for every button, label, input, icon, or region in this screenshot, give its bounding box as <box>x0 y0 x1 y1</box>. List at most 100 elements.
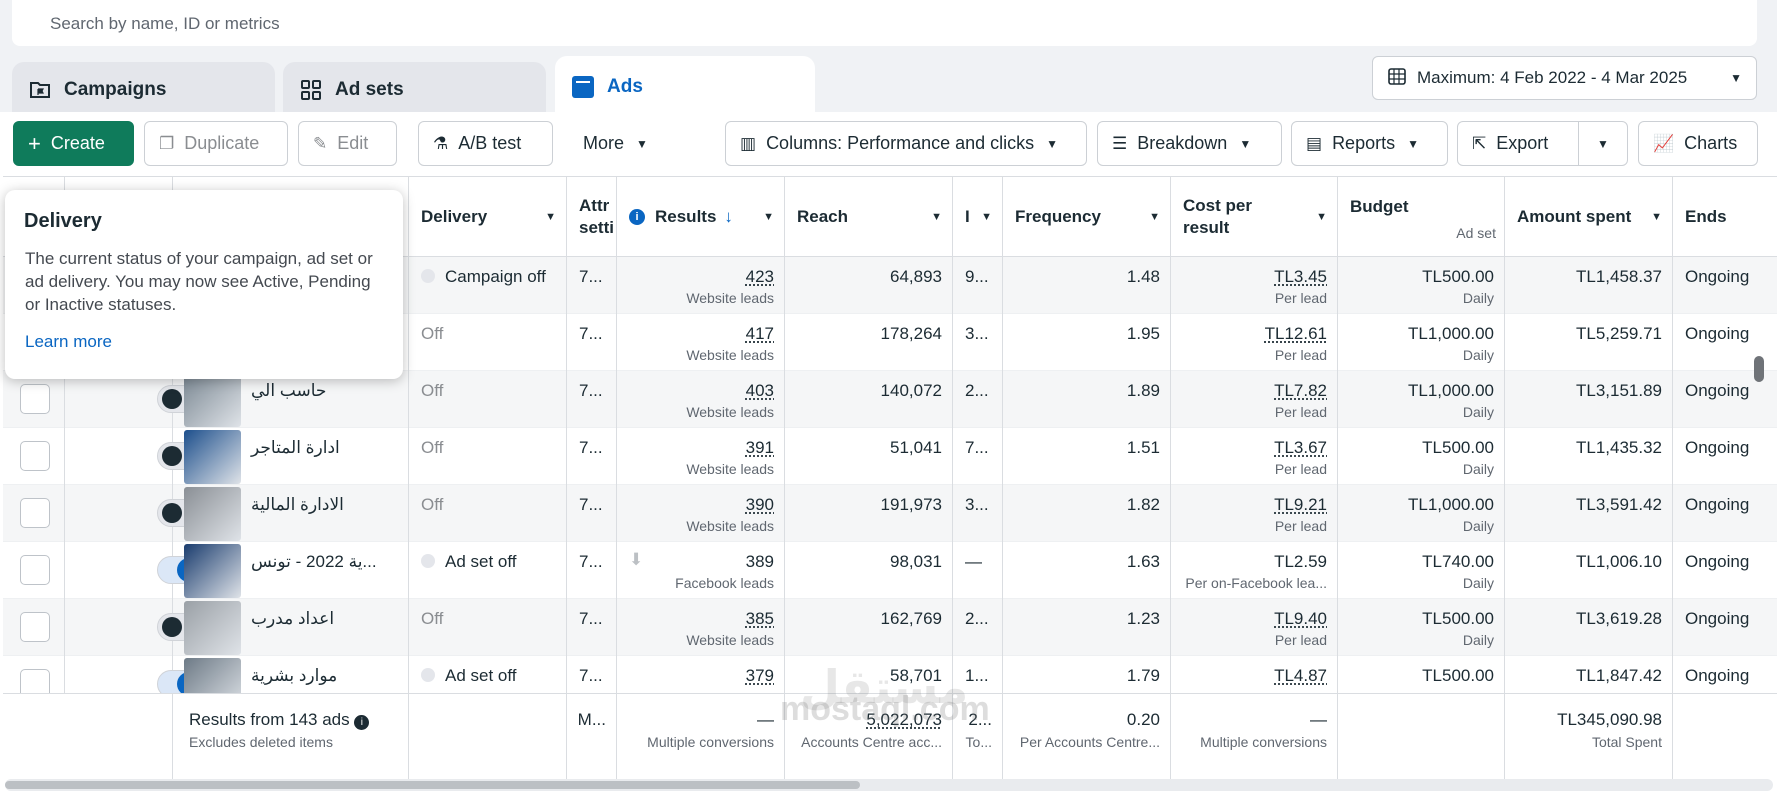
ad-name[interactable]: ...ية 2022 - تونس <box>251 552 377 571</box>
header-label: Ends <box>1685 207 1727 226</box>
export-button[interactable]: ⇱ Export <box>1457 121 1579 166</box>
more-button[interactable]: More ▼ <box>568 121 670 166</box>
spent-cell: TL1,847.42 <box>1505 656 1673 713</box>
header-ends[interactable]: Ends <box>1673 177 1777 257</box>
learn-more-link[interactable]: Learn more <box>25 332 112 351</box>
ad-thumbnail[interactable] <box>184 430 241 484</box>
ad-name[interactable]: ادارة المتاجر <box>251 438 340 457</box>
header-results[interactable]: i Results ↓ ▼ <box>617 177 785 257</box>
ends-value: Ongoing <box>1685 666 1750 685</box>
footer-cell <box>1673 694 1777 784</box>
footer-value: 5,022,073 <box>866 710 942 729</box>
header-frequency[interactable]: Frequency ▼ <box>1003 177 1171 257</box>
date-range-picker[interactable]: Maximum: 4 Feb 2022 - 4 Mar 2025 ▼ <box>1372 56 1757 100</box>
header-reach[interactable]: Reach ▼ <box>785 177 953 257</box>
edit-button[interactable]: ✎ Edit <box>298 121 397 166</box>
budget-cell: TL500.00 Daily <box>1338 257 1505 314</box>
ad-thumbnail[interactable] <box>184 601 241 655</box>
reports-icon: ▤ <box>1306 133 1323 153</box>
header-ad-name-col[interactable] <box>173 177 409 257</box>
columns-label: Columns: Performance and clicks <box>766 133 1035 153</box>
attr-cell: 7... <box>567 656 617 713</box>
delivery-tooltip: Delivery The current status of your camp… <box>5 190 403 379</box>
table-row[interactable]: الادارة المالية Off 7... 390 Website leads 19… <box>3 485 1777 542</box>
ad-name[interactable]: موارد بشرية <box>251 666 338 685</box>
tab-ad-sets[interactable]: Ad sets <box>283 62 546 118</box>
tab-ads[interactable]: Ads <box>555 56 815 118</box>
charts-button[interactable]: 📈 Charts <box>1638 121 1758 166</box>
header-attribution[interactable]: Attr setti <box>567 177 617 257</box>
spent-value: TL3,591.42 <box>1575 495 1662 514</box>
ad-name-cell: الادارة المالية <box>173 485 409 542</box>
header-amount-spent[interactable]: Amount spent ▼ <box>1505 177 1673 257</box>
toggle-cell <box>65 599 205 656</box>
flask-icon: ⚗ <box>433 133 449 153</box>
table-row[interactable]: اعداد مدرب Off 7... 385 Website leads 162,769… <box>3 599 1777 656</box>
row-checkbox[interactable] <box>20 384 50 414</box>
export-dropdown-button[interactable]: ▼ <box>1578 121 1628 166</box>
tab-campaigns[interactable]: Campaigns <box>12 62 275 118</box>
row-checkbox[interactable] <box>20 555 50 585</box>
freq-cell: 1.95 <box>1003 314 1171 371</box>
ad-toggle[interactable] <box>157 499 205 527</box>
duplicate-button[interactable]: ❐ Duplicate <box>144 121 288 166</box>
reports-button[interactable]: ▤ Reports ▼ <box>1291 121 1448 166</box>
freq-cell: 1.51 <box>1003 428 1171 485</box>
table-row[interactable]: ...ية 2022 - تونس Ad set off 7... ⬇ 389 Faceb… <box>3 542 1777 599</box>
cpr-value: TL2.59 <box>1274 552 1327 571</box>
header-budget[interactable]: Budget Ad set <box>1338 177 1505 257</box>
delivery-cell: Off <box>409 314 567 371</box>
header-delivery[interactable]: Delivery ▼ <box>409 177 567 257</box>
table-row[interactable]: ادارة المتاجر Off 7... 391 Website leads 51,0… <box>3 428 1777 485</box>
cpr-cell: TL4.87 <box>1171 656 1338 713</box>
watermark-latin: mostaql.com <box>780 690 990 728</box>
row-checkbox[interactable] <box>20 441 50 471</box>
header-label: Budget <box>1350 197 1409 216</box>
ad-thumbnail[interactable] <box>184 544 241 598</box>
table-row[interactable]: موارد بشرية Ad set off 7... 379 58,701 1... 1.… <box>3 656 1777 713</box>
freq-cell: 1.23 <box>1003 599 1171 656</box>
row-checkbox[interactable] <box>20 498 50 528</box>
status-dot-icon <box>421 668 435 682</box>
budget-value: TL1,000.00 <box>1407 324 1494 343</box>
checkbox-cell <box>3 428 65 485</box>
ad-thumbnail[interactable] <box>184 487 241 541</box>
ad-name[interactable]: اعداد مدرب <box>251 609 335 628</box>
ab-test-button[interactable]: ⚗ A/B test <box>418 121 553 166</box>
ad-name[interactable]: حاسب الي <box>251 381 327 400</box>
reach-value: 162,769 <box>880 609 942 628</box>
cpr-cell: TL9.40 Per lead <box>1171 599 1338 656</box>
cpr-cell: TL3.67 Per lead <box>1171 428 1338 485</box>
imp-value: — <box>965 552 982 571</box>
footer-cell <box>409 694 567 784</box>
table-row[interactable]: Off 7... 417 Website leads 178,264 3... 1.95 TL… <box>3 314 1777 371</box>
result-cell: 391 Website leads <box>617 428 785 485</box>
result-value: 417 <box>745 324 774 343</box>
tab-label: Campaigns <box>64 79 167 100</box>
search-bar[interactable]: Search by name, ID or metrics <box>12 0 1757 46</box>
header-cost-per-result[interactable]: Cost per result ▼ <box>1171 177 1338 257</box>
info-icon[interactable]: i <box>354 715 370 730</box>
breakdown-button[interactable]: ☰ Breakdown ▼ <box>1097 121 1282 166</box>
cpr-cell: TL7.82 Per lead <box>1171 371 1338 428</box>
row-checkbox[interactable] <box>20 612 50 642</box>
header-label: Frequency <box>1015 207 1101 226</box>
columns-button[interactable]: ▥ Columns: Performance and clicks ▼ <box>725 121 1087 166</box>
scrollbar-thumb[interactable] <box>5 781 860 789</box>
header-impressions[interactable]: I ▼ <box>953 177 1003 257</box>
create-button[interactable]: + Create <box>13 121 134 166</box>
vertical-scrollbar-thumb[interactable] <box>1754 356 1764 382</box>
attr-value: 7... <box>579 552 603 571</box>
freq-cell: 1.48 <box>1003 257 1171 314</box>
budget-sub: Daily <box>1462 575 1494 591</box>
charts-label: Charts <box>1684 133 1738 153</box>
toggle-knob <box>162 446 182 466</box>
horizontal-scrollbar[interactable] <box>5 779 1773 791</box>
ad-thumbnail[interactable] <box>184 373 241 427</box>
ad-name[interactable]: الادارة المالية <box>251 495 344 514</box>
header-label: Reach <box>797 207 849 226</box>
table-row[interactable]: حاسب الي Off 7... 403 Website leads 140,072 2.… <box>3 371 1777 428</box>
ends-cell: Ongoing <box>1673 371 1777 428</box>
spent-value: TL3,619.28 <box>1575 609 1662 628</box>
calendar-icon <box>1387 66 1407 91</box>
